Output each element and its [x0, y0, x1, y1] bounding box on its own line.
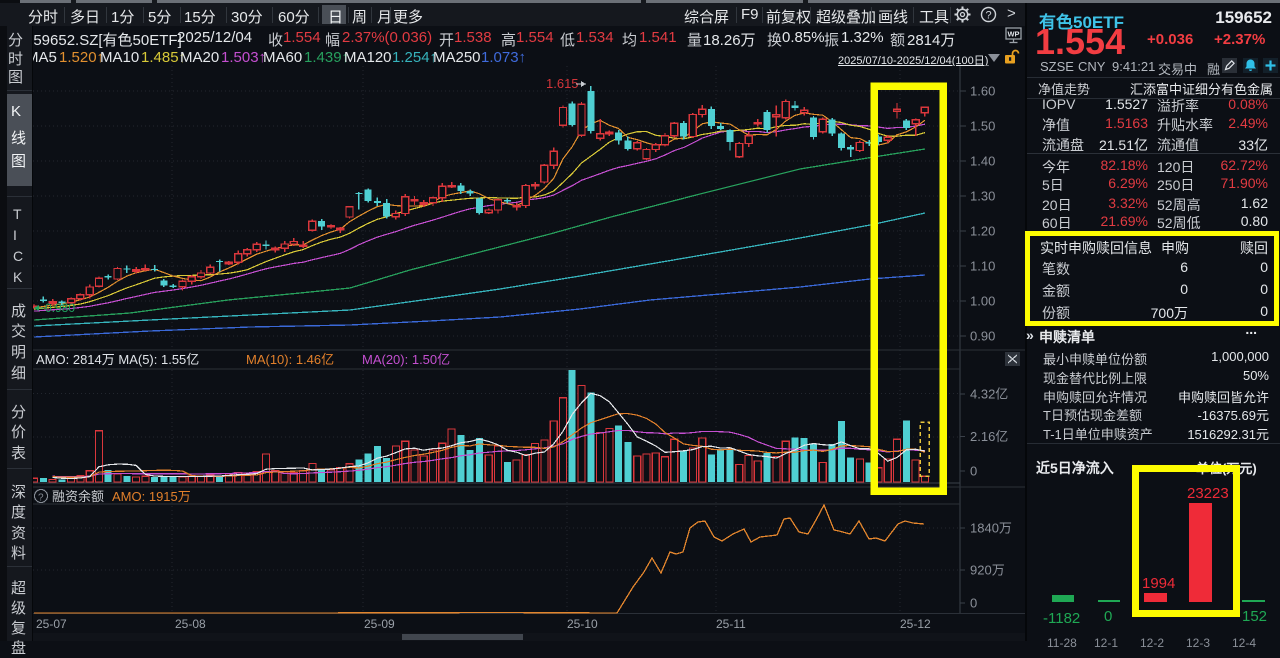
- svg-text:WP: WP: [1007, 30, 1019, 39]
- svg-text:1.40: 1.40: [970, 154, 995, 169]
- svg-text:1.20: 1.20: [970, 224, 995, 239]
- svg-text:0.90: 0.90: [970, 329, 995, 344]
- svg-text:2.16亿: 2.16亿: [970, 429, 1008, 444]
- svg-text:25-07: 25-07: [36, 617, 67, 631]
- svg-text:1.60: 1.60: [970, 84, 995, 99]
- svg-text:AMO: 1915万: AMO: 1915万: [112, 489, 191, 504]
- svg-text:MA(20): 1.50亿: MA(20): 1.50亿: [362, 352, 450, 367]
- svg-text:25-11: 25-11: [716, 617, 746, 631]
- svg-text:0: 0: [970, 596, 977, 611]
- svg-text:0: 0: [970, 464, 977, 479]
- svg-text:1840万: 1840万: [970, 521, 1012, 536]
- svg-text:25-09: 25-09: [364, 617, 395, 631]
- svg-text:AMO: 2814万 MA(5): 1.55亿: AMO: 2814万 MA(5): 1.55亿: [36, 352, 199, 367]
- svg-text:1.50: 1.50: [970, 119, 995, 134]
- svg-text:1.00: 1.00: [970, 294, 995, 309]
- svg-text:25-10: 25-10: [567, 617, 598, 631]
- svg-text:1.30: 1.30: [970, 189, 995, 204]
- svg-text:920万: 920万: [970, 563, 1005, 578]
- svg-text:融资余额: 融资余额: [52, 489, 104, 504]
- svg-text:?: ?: [985, 10, 991, 22]
- svg-text:25-08: 25-08: [175, 617, 206, 631]
- svg-text:1.10: 1.10: [970, 259, 995, 274]
- svg-text:MA(10): 1.46亿: MA(10): 1.46亿: [246, 352, 334, 367]
- svg-text:1.615: 1.615: [546, 76, 579, 91]
- svg-text:?: ?: [38, 493, 44, 504]
- svg-text:0.980: 0.980: [45, 301, 75, 315]
- svg-text:25-12: 25-12: [900, 617, 931, 631]
- svg-text:4.32亿: 4.32亿: [970, 387, 1008, 402]
